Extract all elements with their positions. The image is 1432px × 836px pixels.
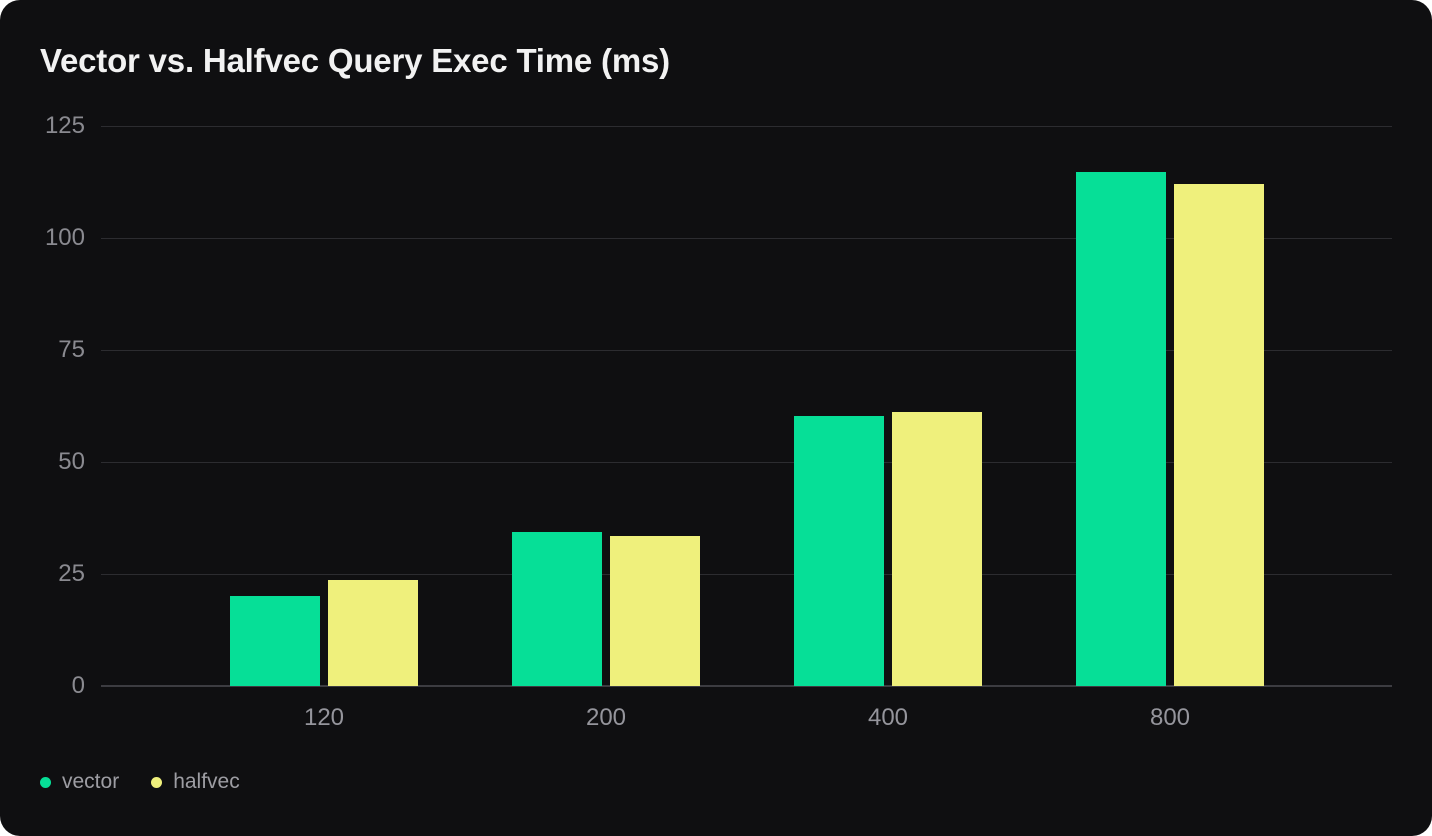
y-tick-label-100: 100 xyxy=(44,224,85,251)
legend-dot-vector xyxy=(40,776,51,788)
x-tick-label-800: 800 xyxy=(1149,704,1191,731)
bar-vector-120[interactable] xyxy=(230,595,320,686)
y-tick-label-25: 25 xyxy=(58,560,85,587)
x-tick-label-200: 200 xyxy=(585,704,627,731)
gridline-y-25 xyxy=(101,574,1392,575)
bar-halfvec-200[interactable] xyxy=(610,535,700,686)
bar-halfvec-800[interactable] xyxy=(1174,183,1264,686)
y-tick-label-125: 125 xyxy=(44,112,85,139)
gridline-y-75 xyxy=(101,350,1392,351)
x-axis-line xyxy=(101,685,1392,687)
y-tick-label-0: 0 xyxy=(71,672,85,699)
legend-item-halfvec[interactable]: halfvec xyxy=(151,770,240,794)
legend-label-halfvec: halfvec xyxy=(173,770,240,793)
gridline-y-100 xyxy=(101,238,1392,239)
bar-vector-200[interactable] xyxy=(512,531,602,686)
chart-title: Vector vs. Halfvec Query Exec Time (ms) xyxy=(40,42,670,79)
y-tick-label-75: 75 xyxy=(58,336,85,363)
bar-vector-800[interactable] xyxy=(1076,172,1166,686)
bar-vector-400[interactable] xyxy=(794,415,884,686)
gridline-y-125 xyxy=(101,126,1392,127)
legend-dot-halfvec xyxy=(151,776,163,788)
x-tick-label-400: 400 xyxy=(867,704,909,731)
bar-halfvec-400[interactable] xyxy=(892,411,982,686)
y-tick-label-50: 50 xyxy=(58,448,85,475)
x-tick-label-120: 120 xyxy=(303,704,345,731)
legend-item-vector[interactable]: vector xyxy=(40,770,119,794)
legend-label-vector: vector xyxy=(62,770,120,793)
legend: vector halfvec xyxy=(40,770,240,794)
gridline-y-50 xyxy=(101,462,1392,463)
bar-halfvec-120[interactable] xyxy=(328,579,418,686)
